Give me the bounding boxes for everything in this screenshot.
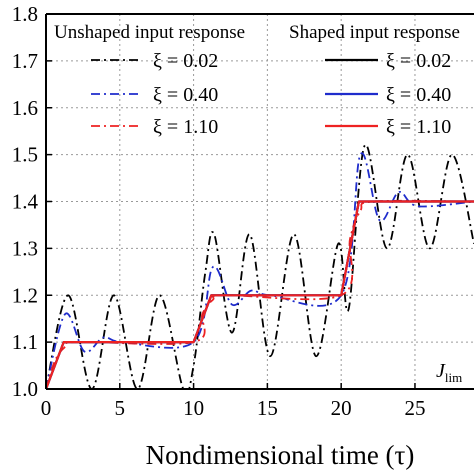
- y-tick-label: 1.0: [12, 377, 38, 401]
- legend-label-unshaped: ξ = 0.02: [153, 50, 218, 72]
- series-shaped-xi-1_1: [46, 200, 474, 389]
- x-tick-label: 25: [404, 396, 425, 420]
- y-tick-label: 1.7: [12, 49, 38, 73]
- legend-label-unshaped: ξ = 1.10: [153, 116, 218, 138]
- tick-labels: 1.0 1.1 1.2 1.3 1.4 1.5 1.6 1.7 1.8 0 5 10 15 20 25: [12, 2, 426, 420]
- y-tick-label: 1.5: [12, 143, 38, 167]
- x-tick-label: 0: [41, 396, 52, 420]
- x-tick-label: 20: [331, 396, 352, 420]
- legend-label-shaped: ξ = 1.10: [386, 116, 451, 138]
- y-tick-label: 1.8: [12, 2, 38, 26]
- legend-label-unshaped: ξ = 0.40: [153, 84, 218, 106]
- x-tick-label: 15: [257, 396, 278, 420]
- series-layer: [46, 144, 474, 389]
- legend: ξ = 0.02 ξ = 0.40 ξ = 1.10 ξ = 0.02 ξ = 0.40…: [91, 50, 451, 138]
- legend-label-shaped: ξ = 0.02: [386, 50, 451, 72]
- jlim-main: J: [436, 360, 446, 382]
- x-tick-label: 10: [183, 396, 204, 420]
- jlim-annotation: Jlim: [436, 360, 462, 385]
- x-tick-label: 5: [115, 396, 126, 420]
- series-unshaped-xi-1_1: [46, 199, 474, 389]
- y-tick-label: 1.4: [12, 190, 39, 214]
- x-axis-title: Nondimensional time (τ): [146, 440, 415, 470]
- y-tick-label: 1.2: [12, 283, 38, 307]
- legend-label-shaped: ξ = 0.40: [386, 84, 451, 106]
- series-unshaped-xi-0_02: [46, 144, 474, 389]
- legend-heading-shaped: Shaped input response: [289, 22, 460, 43]
- axes: [45, 13, 474, 390]
- legend-heading-unshaped: Unshaped input response: [54, 22, 245, 43]
- series-unshaped-xi-0_4: [46, 152, 474, 389]
- y-tick-label: 1.1: [12, 330, 38, 354]
- jlim-sub: lim: [445, 370, 462, 385]
- y-tick-label: 1.3: [12, 236, 38, 260]
- y-tick-label: 1.6: [12, 96, 38, 120]
